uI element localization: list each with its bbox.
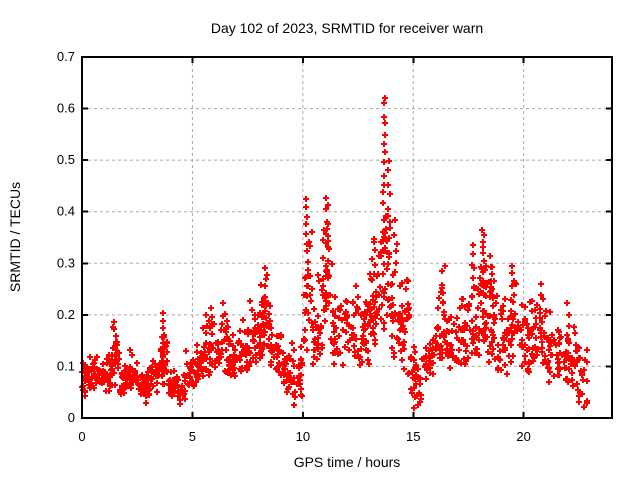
y-axis-label: SRMTID / TECUs bbox=[7, 182, 23, 292]
scatter-points-series bbox=[79, 95, 590, 411]
plot-border-frame bbox=[81, 56, 613, 419]
y-tick-label: 0.4 bbox=[57, 204, 75, 219]
tick-labels: 0 5 10 15 20 0 0.1 0.2 0.3 0.4 0.5 0.6 0.7 bbox=[57, 49, 531, 444]
chart-title: Day 102 of 2023, SRMTID for receiver war… bbox=[211, 20, 483, 36]
x-tick-label: 10 bbox=[296, 429, 310, 444]
x-axis-label: GPS time / hours bbox=[294, 454, 401, 470]
y-tick-label: 0 bbox=[68, 410, 75, 425]
y-tick-label: 0.3 bbox=[57, 255, 75, 270]
x-tick-label: 5 bbox=[189, 429, 196, 444]
y-tick-label: 0.1 bbox=[57, 358, 75, 373]
x-tick-label: 0 bbox=[78, 429, 85, 444]
x-tick-label: 15 bbox=[406, 429, 420, 444]
y-tick-label: 0.7 bbox=[57, 49, 75, 64]
x-tick-label: 20 bbox=[516, 429, 530, 444]
y-tick-label: 0.2 bbox=[57, 307, 75, 322]
y-tick-label: 0.5 bbox=[57, 152, 75, 167]
y-tick-label: 0.6 bbox=[57, 101, 75, 116]
